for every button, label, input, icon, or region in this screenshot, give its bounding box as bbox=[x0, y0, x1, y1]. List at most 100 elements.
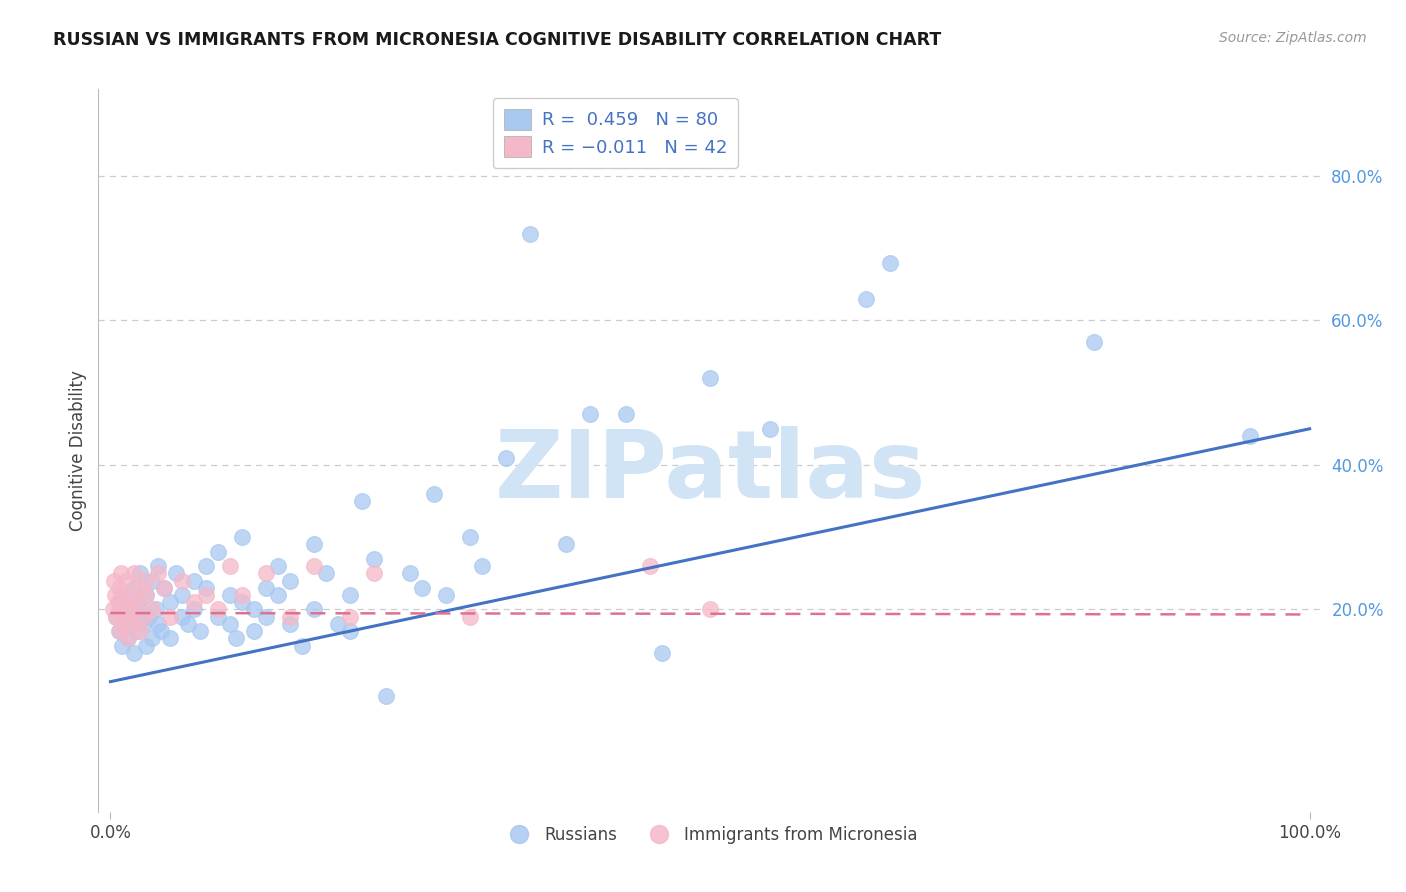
Point bbox=[124, 566, 146, 581]
Point bbox=[399, 566, 422, 581]
Point bbox=[423, 487, 446, 501]
Point bbox=[153, 581, 176, 595]
Point bbox=[149, 624, 172, 639]
Point bbox=[117, 602, 139, 616]
Point bbox=[638, 559, 661, 574]
Point bbox=[132, 609, 155, 624]
Point bbox=[243, 602, 266, 616]
Point bbox=[114, 602, 136, 616]
Point bbox=[159, 609, 181, 624]
Point bbox=[434, 588, 457, 602]
Point bbox=[111, 639, 134, 653]
Point bbox=[177, 616, 200, 631]
Point bbox=[579, 407, 602, 422]
Point bbox=[352, 494, 374, 508]
Point bbox=[145, 602, 167, 616]
Point bbox=[304, 602, 326, 616]
Point bbox=[125, 595, 148, 609]
Point bbox=[124, 581, 146, 595]
Point bbox=[124, 616, 146, 631]
Point bbox=[267, 559, 290, 574]
Point bbox=[363, 551, 385, 566]
Point bbox=[243, 624, 266, 639]
Text: ZIPatlas: ZIPatlas bbox=[495, 426, 925, 518]
Point bbox=[117, 609, 139, 624]
Point bbox=[105, 609, 128, 624]
Point bbox=[278, 616, 301, 631]
Point bbox=[115, 574, 138, 588]
Point bbox=[458, 609, 481, 624]
Point bbox=[328, 616, 350, 631]
Point bbox=[135, 588, 157, 602]
Point bbox=[141, 632, 163, 646]
Point bbox=[219, 559, 242, 574]
Point bbox=[111, 588, 134, 602]
Point bbox=[105, 609, 128, 624]
Point bbox=[125, 595, 148, 609]
Point bbox=[231, 530, 253, 544]
Point bbox=[1239, 429, 1261, 443]
Y-axis label: Cognitive Disability: Cognitive Disability bbox=[69, 370, 87, 531]
Point bbox=[135, 574, 157, 588]
Point bbox=[855, 292, 877, 306]
Point bbox=[172, 588, 194, 602]
Point bbox=[135, 639, 157, 653]
Point bbox=[555, 537, 578, 551]
Point bbox=[165, 566, 187, 581]
Point bbox=[172, 609, 194, 624]
Point bbox=[231, 595, 253, 609]
Point bbox=[148, 616, 170, 631]
Text: Source: ZipAtlas.com: Source: ZipAtlas.com bbox=[1219, 31, 1367, 45]
Point bbox=[458, 530, 481, 544]
Point bbox=[254, 566, 277, 581]
Point bbox=[120, 588, 142, 602]
Point bbox=[108, 624, 131, 639]
Point bbox=[110, 566, 132, 581]
Point bbox=[153, 581, 176, 595]
Point bbox=[278, 574, 301, 588]
Point bbox=[207, 544, 229, 558]
Point bbox=[315, 566, 337, 581]
Point bbox=[141, 602, 163, 616]
Point bbox=[183, 602, 205, 616]
Point bbox=[699, 371, 721, 385]
Point bbox=[339, 609, 361, 624]
Point bbox=[111, 616, 134, 631]
Point bbox=[104, 588, 127, 602]
Point bbox=[519, 227, 541, 241]
Point bbox=[114, 616, 136, 631]
Point bbox=[339, 624, 361, 639]
Point bbox=[1083, 334, 1105, 349]
Point bbox=[108, 624, 129, 639]
Point bbox=[138, 609, 160, 624]
Point bbox=[121, 602, 143, 616]
Point bbox=[183, 595, 205, 609]
Point bbox=[207, 602, 229, 616]
Point bbox=[124, 646, 146, 660]
Point bbox=[278, 609, 301, 624]
Point bbox=[759, 422, 782, 436]
Point bbox=[879, 255, 901, 269]
Point bbox=[495, 450, 517, 465]
Point bbox=[129, 624, 152, 639]
Point bbox=[195, 559, 218, 574]
Point bbox=[183, 574, 205, 588]
Point bbox=[117, 632, 139, 646]
Point bbox=[159, 595, 181, 609]
Point bbox=[108, 581, 129, 595]
Point bbox=[267, 588, 290, 602]
Point bbox=[651, 646, 673, 660]
Point bbox=[107, 595, 129, 609]
Point bbox=[411, 581, 433, 595]
Point bbox=[121, 609, 143, 624]
Point bbox=[291, 639, 314, 653]
Point bbox=[117, 632, 139, 646]
Point bbox=[148, 559, 170, 574]
Point bbox=[195, 581, 218, 595]
Point bbox=[172, 574, 194, 588]
Point bbox=[125, 624, 148, 639]
Point bbox=[614, 407, 637, 422]
Point bbox=[225, 632, 247, 646]
Point bbox=[304, 537, 326, 551]
Point bbox=[254, 581, 277, 595]
